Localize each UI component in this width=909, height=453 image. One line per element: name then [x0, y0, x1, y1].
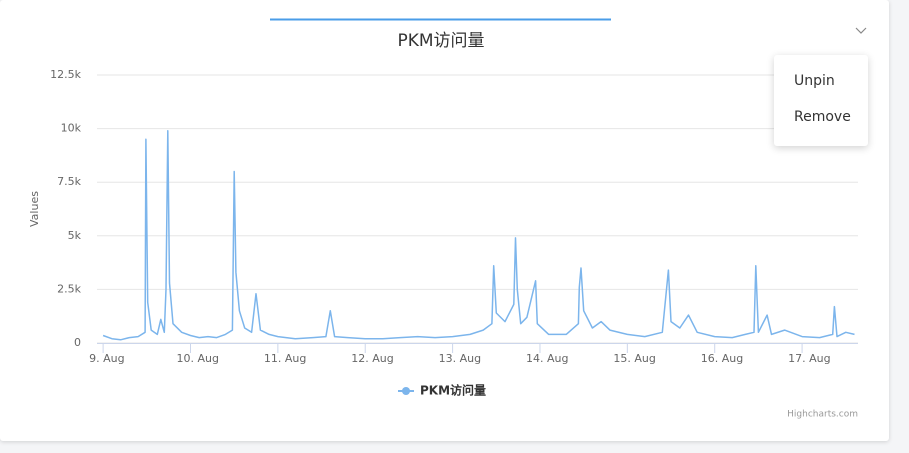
credits: Highcharts.com	[787, 410, 858, 420]
legend-label[interactable]: PKM访问量	[420, 383, 486, 398]
chart-title: PKM访问量	[397, 31, 484, 51]
y-tick-label: 0	[74, 336, 81, 349]
x-tick-label: 16. Aug	[701, 352, 743, 365]
y-tick-label: 5k	[68, 229, 82, 242]
y-tick-label: 12.5k	[50, 68, 81, 81]
x-tick-label: 11. Aug	[264, 352, 306, 365]
legend-marker	[402, 387, 410, 395]
menu-toggle[interactable]	[855, 27, 867, 34]
x-tick-label: 14. Aug	[526, 352, 568, 365]
y-tick-label: 10k	[61, 122, 82, 135]
y-tick-label: 2.5k	[57, 282, 81, 295]
x-tick-label: 12. Aug	[351, 352, 393, 365]
x-tick-label: 10. Aug	[176, 352, 218, 365]
series-line	[102, 129, 855, 341]
x-tick-label: 9. Aug	[89, 352, 124, 365]
context-menu: Unpin Remove	[774, 55, 868, 146]
x-tick-label: 17. Aug	[788, 352, 830, 365]
card: PKM访问量 Values Highcharts.com 0 2.5k 5k 7.5k…	[0, 0, 889, 441]
x-tick-label: 15. Aug	[613, 352, 655, 365]
chart: PKM访问量 Values Highcharts.com 0 2.5k 5k 7.5k…	[28, 18, 867, 420]
menu-item[interactable]: Remove	[794, 109, 851, 125]
y-tick-label: 7.5k	[57, 175, 81, 188]
menu-item[interactable]: Unpin	[794, 73, 835, 89]
y-axis-label: Values	[28, 191, 41, 227]
x-tick-label: 13. Aug	[439, 352, 481, 365]
